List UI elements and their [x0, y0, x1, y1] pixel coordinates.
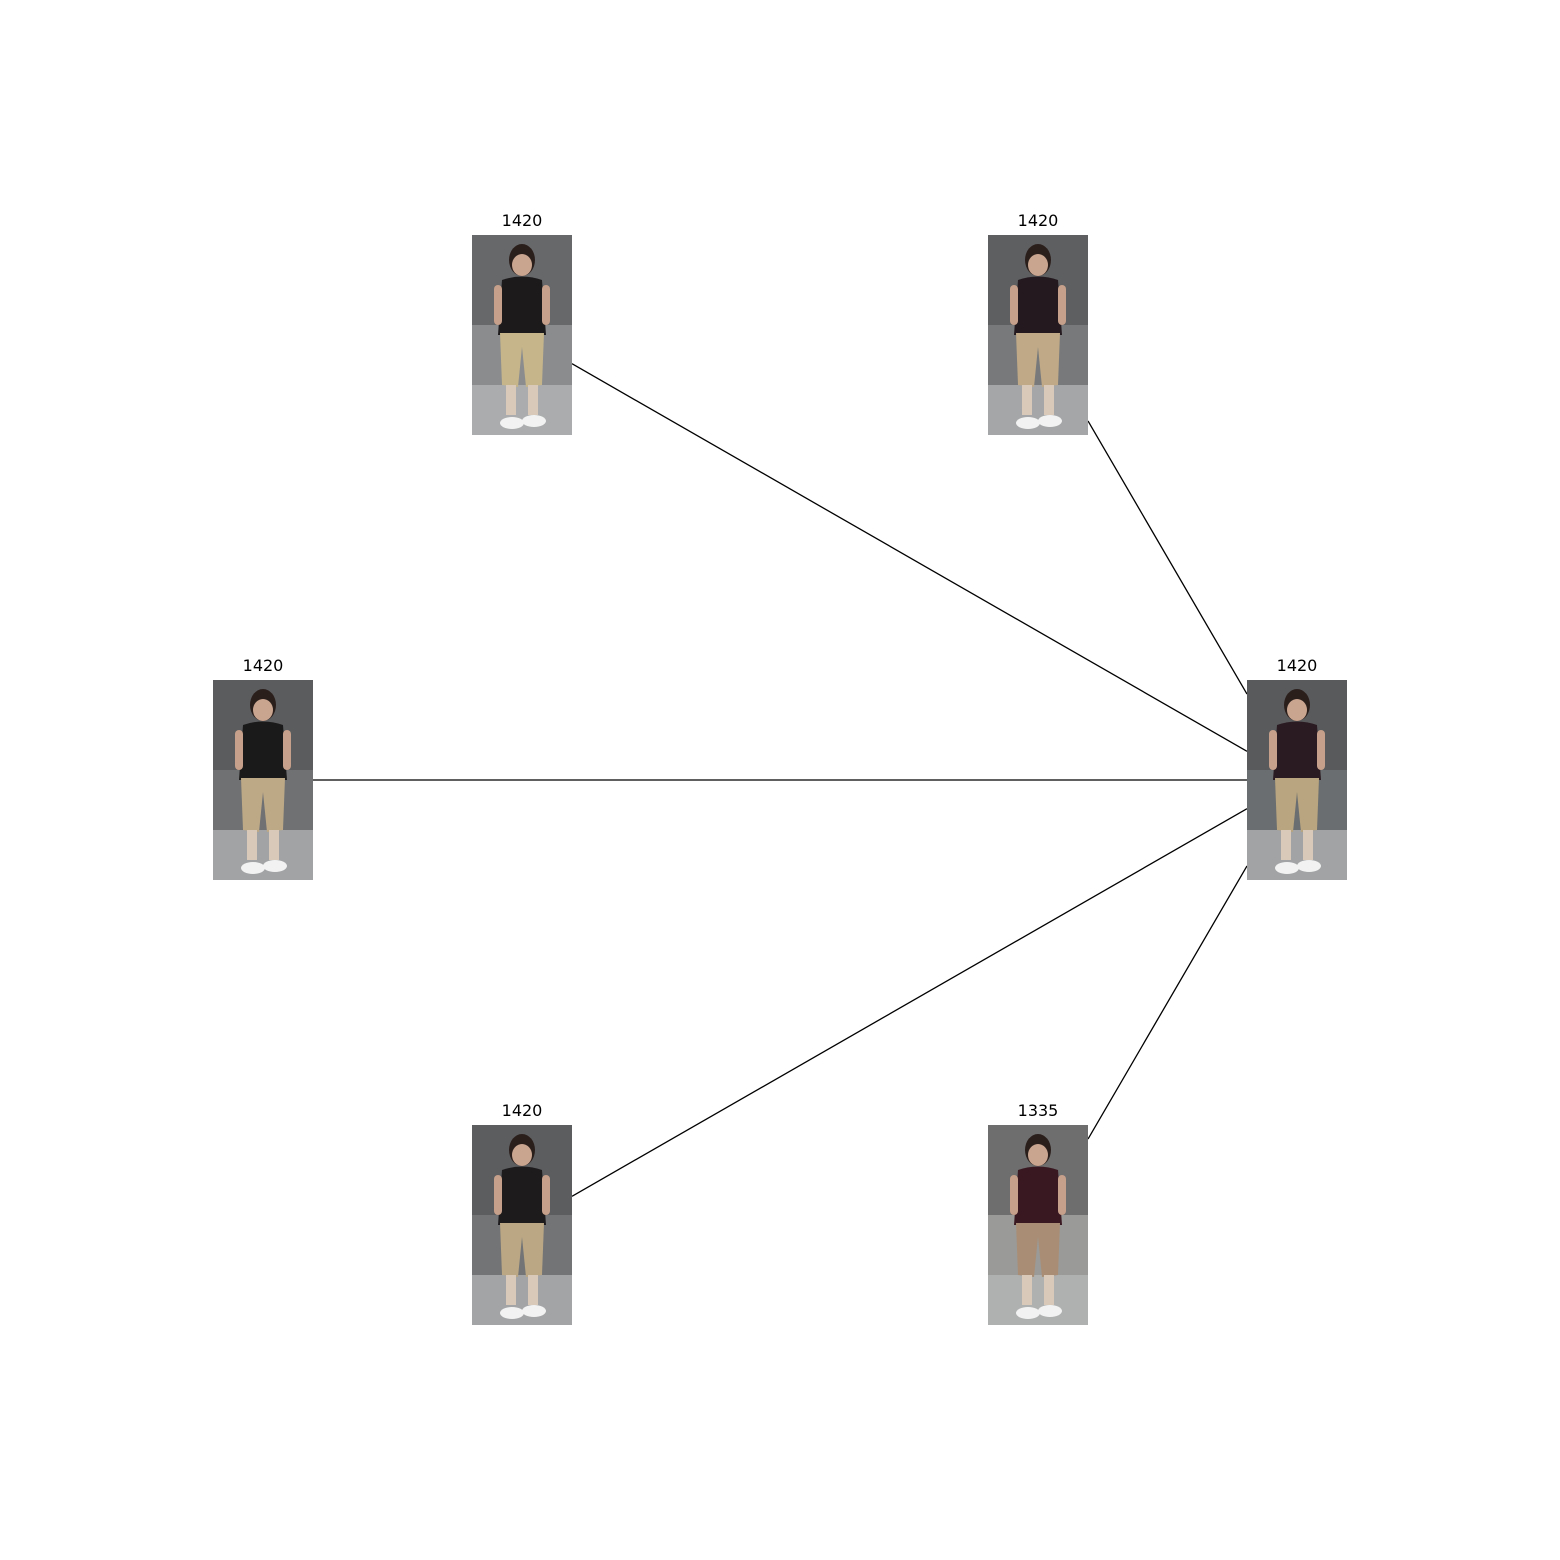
edge-query-n4	[571, 808, 1248, 1197]
person-silhouette	[472, 235, 572, 435]
person-thumbnail	[472, 1125, 572, 1325]
edge-query-n5	[1087, 865, 1248, 1140]
person-thumbnail	[472, 235, 572, 435]
person-thumbnail	[1247, 680, 1347, 880]
person-silhouette	[988, 1125, 1088, 1325]
node-label: 1420	[501, 211, 543, 230]
node-label: 1420	[1017, 211, 1059, 230]
edge-query-n1	[571, 363, 1248, 752]
person-thumbnail	[213, 680, 313, 880]
node-label: 1420	[501, 1101, 543, 1120]
node-label: 1420	[1276, 656, 1318, 675]
person-thumbnail	[988, 235, 1088, 435]
person-silhouette	[988, 235, 1088, 435]
person-silhouette	[1247, 680, 1347, 880]
node-label: 1335	[1017, 1101, 1059, 1120]
person-silhouette	[472, 1125, 572, 1325]
person-thumbnail	[988, 1125, 1088, 1325]
edge-query-n2	[1087, 420, 1248, 695]
node-label: 1420	[242, 656, 284, 675]
person-silhouette	[213, 680, 313, 880]
